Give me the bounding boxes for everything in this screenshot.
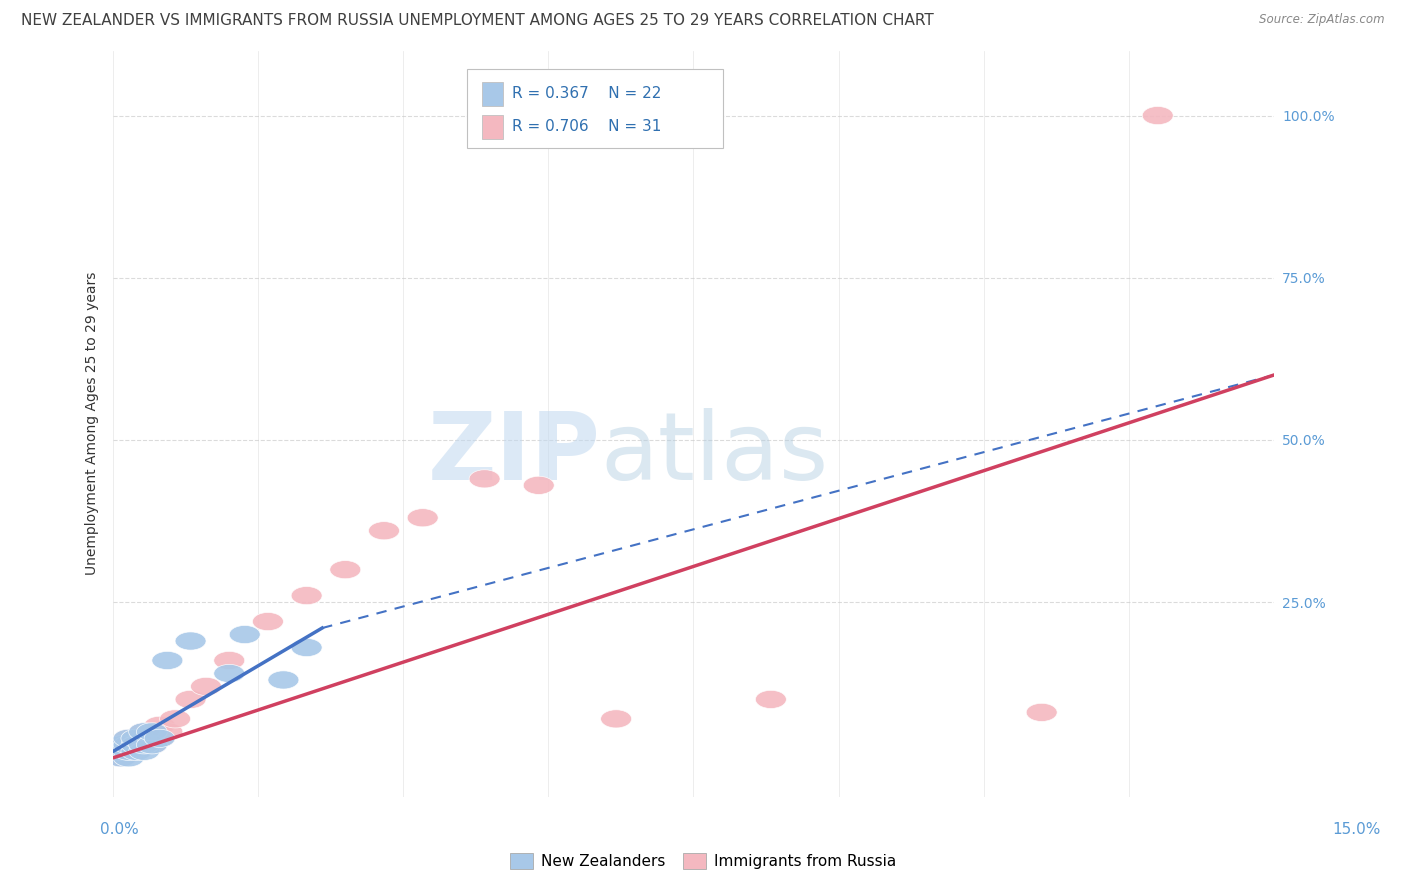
Text: 15.0%: 15.0% bbox=[1333, 822, 1381, 837]
Ellipse shape bbox=[1142, 106, 1173, 125]
Ellipse shape bbox=[191, 677, 222, 696]
Ellipse shape bbox=[291, 587, 322, 605]
Ellipse shape bbox=[136, 723, 167, 741]
Ellipse shape bbox=[121, 742, 152, 760]
Ellipse shape bbox=[330, 560, 361, 579]
Y-axis label: Unemployment Among Ages 25 to 29 years: Unemployment Among Ages 25 to 29 years bbox=[86, 272, 100, 575]
Ellipse shape bbox=[176, 690, 207, 708]
FancyBboxPatch shape bbox=[467, 70, 723, 148]
Ellipse shape bbox=[145, 730, 176, 747]
Ellipse shape bbox=[145, 716, 176, 734]
Ellipse shape bbox=[114, 748, 145, 767]
Ellipse shape bbox=[105, 736, 136, 754]
FancyBboxPatch shape bbox=[482, 115, 503, 139]
Ellipse shape bbox=[145, 730, 176, 747]
Ellipse shape bbox=[368, 522, 399, 540]
Ellipse shape bbox=[114, 730, 145, 747]
Text: ZIP: ZIP bbox=[427, 408, 600, 500]
Ellipse shape bbox=[129, 742, 160, 760]
Ellipse shape bbox=[129, 736, 160, 754]
Ellipse shape bbox=[269, 671, 299, 689]
Text: atlas: atlas bbox=[600, 408, 830, 500]
Ellipse shape bbox=[136, 723, 167, 741]
Ellipse shape bbox=[114, 736, 145, 754]
Ellipse shape bbox=[214, 665, 245, 682]
FancyBboxPatch shape bbox=[482, 82, 503, 106]
Ellipse shape bbox=[176, 632, 207, 650]
Ellipse shape bbox=[136, 736, 167, 754]
Ellipse shape bbox=[114, 736, 145, 754]
Ellipse shape bbox=[755, 690, 786, 708]
Text: R = 0.706    N = 31: R = 0.706 N = 31 bbox=[512, 120, 662, 135]
Text: Source: ZipAtlas.com: Source: ZipAtlas.com bbox=[1260, 13, 1385, 27]
Ellipse shape bbox=[160, 710, 191, 728]
Ellipse shape bbox=[121, 736, 152, 754]
Ellipse shape bbox=[105, 742, 136, 760]
Ellipse shape bbox=[114, 742, 145, 760]
Text: R = 0.367    N = 22: R = 0.367 N = 22 bbox=[512, 87, 662, 102]
Ellipse shape bbox=[523, 476, 554, 494]
Ellipse shape bbox=[129, 736, 160, 754]
Ellipse shape bbox=[152, 651, 183, 670]
Legend: New Zealanders, Immigrants from Russia: New Zealanders, Immigrants from Russia bbox=[503, 847, 903, 875]
Ellipse shape bbox=[114, 742, 145, 760]
Ellipse shape bbox=[129, 723, 160, 741]
Ellipse shape bbox=[121, 730, 152, 747]
Ellipse shape bbox=[105, 742, 136, 760]
Text: NEW ZEALANDER VS IMMIGRANTS FROM RUSSIA UNEMPLOYMENT AMONG AGES 25 TO 29 YEARS C: NEW ZEALANDER VS IMMIGRANTS FROM RUSSIA … bbox=[21, 13, 934, 29]
Ellipse shape bbox=[121, 730, 152, 747]
Ellipse shape bbox=[1026, 703, 1057, 722]
Ellipse shape bbox=[129, 730, 160, 747]
Ellipse shape bbox=[105, 748, 136, 767]
Ellipse shape bbox=[114, 730, 145, 747]
Ellipse shape bbox=[214, 651, 245, 670]
Ellipse shape bbox=[152, 723, 183, 741]
Ellipse shape bbox=[121, 742, 152, 760]
Ellipse shape bbox=[408, 508, 439, 527]
Ellipse shape bbox=[136, 736, 167, 754]
Ellipse shape bbox=[253, 613, 284, 631]
Ellipse shape bbox=[291, 639, 322, 657]
Ellipse shape bbox=[229, 625, 260, 644]
Ellipse shape bbox=[470, 470, 501, 488]
Ellipse shape bbox=[600, 710, 631, 728]
Ellipse shape bbox=[105, 748, 136, 767]
Text: 0.0%: 0.0% bbox=[100, 822, 139, 837]
Ellipse shape bbox=[105, 736, 136, 754]
Ellipse shape bbox=[129, 723, 160, 741]
